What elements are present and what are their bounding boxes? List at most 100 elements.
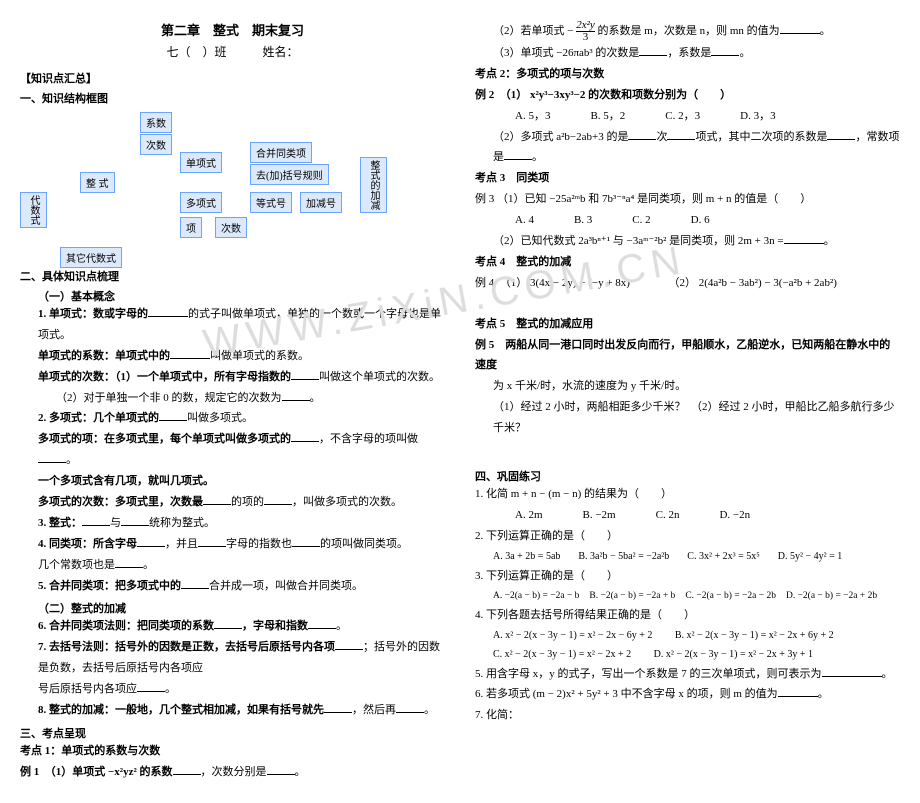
ex1b: ，次数分别是 <box>201 766 267 778</box>
fc-xishu: 系数 <box>140 112 172 133</box>
p2: 2. 多项式：几个单项式的叫做多项式。 <box>38 408 445 429</box>
p4c: 字母的指数也 <box>226 538 292 550</box>
ex22b: 次 <box>656 131 667 143</box>
q1A: A. 2m <box>515 505 543 526</box>
p13b: 叫做这个单项式的次数。 <box>319 371 440 383</box>
p8c: 。 <box>424 704 435 716</box>
p7ct: 。 <box>165 683 176 695</box>
p2gt: 多项式的次数：多项式里，次数最 <box>38 496 203 508</box>
p6b: ，字母和指数 <box>242 620 308 632</box>
q1-choices: A. 2m B. −2m C. 2n D. −2n <box>515 505 900 526</box>
kd5: 考点 5 整式的加减应用 <box>475 314 900 335</box>
ex2-choices: A. 5，3 B. 5，2 C. 2，3 D. 3，3 <box>515 106 900 127</box>
p1-2: 单项式的系数：单项式中的 叫做单项式的系数。 <box>38 346 445 367</box>
fc-daishu: 代数式 <box>20 192 47 228</box>
fc-cishu2: 次数 <box>215 217 247 238</box>
class-line: 七（ ）班 姓名： <box>20 43 445 60</box>
r2a: （3）单项式 −26πab³ 的次数是 <box>493 47 639 59</box>
p4et: 几个常数项也是 <box>38 559 115 571</box>
p2c: 多项式的项：在多项式里，每个单项式叫做多项式的，不含字母的项叫做。 <box>38 429 445 471</box>
q1B: B. −2m <box>583 505 616 526</box>
sec-summary: 【知识点汇总】 <box>20 70 445 86</box>
ex5-1: 例 5 两船从同一港口同时出发反向而行，甲船顺水，乙船逆水，已知两船在静水中的速… <box>475 335 900 377</box>
p7a: 7. 去括号法则：括号外的因数是正数，去括号后原括号内各项 <box>38 641 335 653</box>
ex2t: 例 2 （1） x²y³−3xy³−2 的次数和项数分别为（ ） <box>475 89 731 101</box>
ex32b: 。 <box>824 235 835 247</box>
q5b: 。 <box>882 668 893 680</box>
p8b: ，然后再 <box>352 704 396 716</box>
kd4: 考点 4 整式的加减 <box>475 252 900 273</box>
ex1a: 例 1 （1）单项式 −x²yz² 的系数 <box>20 766 173 778</box>
ex3C: C. 2 <box>632 210 650 231</box>
p2d: ，不含字母的项叫做 <box>319 433 418 445</box>
r1b: 的系数是 m，次数是 n，则 mn 的值为 <box>598 25 780 37</box>
p3a: 3. 整式： <box>38 517 82 529</box>
left-column: 第二章 整式 期末复习 七（ ）班 姓名： 【知识点汇总】 一、知识结构框图 系… <box>20 20 445 783</box>
ex22a: （2）多项式 a²b−2ab+3 的是 <box>493 131 628 143</box>
p5: 5. 合并同类项：把多项式中的合并成一项，叫做合并同类项。 <box>38 576 445 597</box>
ex2B: B. 5，2 <box>590 106 625 127</box>
p2f: 一个多项式含有几项，就叫几项式。 <box>38 471 445 492</box>
q3B: B. −2(a − b) = −2a + b <box>589 587 675 605</box>
h2-1: （一）基本概念 <box>38 288 445 304</box>
fc-xiang: 项 <box>180 217 202 238</box>
q1: 1. 化简 m + n − (m − n) 的结果为（ ） <box>475 484 900 505</box>
q4B: B. x² − 2(x − 3y − 1) = x² − 2x + 6y + 2 <box>675 630 834 641</box>
ex3: 例 3 （1）已知 −25a²ᵐb 和 7b³⁻ⁿa⁴ 是同类项，则 m + n… <box>475 189 900 210</box>
p2b: 叫做多项式。 <box>187 412 253 424</box>
ex3A: A. 4 <box>515 210 534 231</box>
fc-cishu1: 次数 <box>140 134 172 155</box>
p4b: ，并且 <box>165 538 198 550</box>
p13d: 。 <box>310 392 321 404</box>
q6b: 。 <box>818 688 829 700</box>
ex5-2: 为 x 千米/时，水流的速度为 y 千米/时。 <box>493 376 900 397</box>
h4: 四、巩固练习 <box>475 468 900 484</box>
p4e: 几个常数项也是。 <box>38 555 445 576</box>
p8a: 8. 整式的加减：一般地，几个整式相加减，如果有括号就先 <box>38 704 324 716</box>
ex3-2: （2）已知代数式 2a³bⁿ⁺¹ 与 −3aᵐ⁻²b² 是同类项，则 2m + … <box>493 231 900 252</box>
p12a: 单项式的系数：单项式中的 <box>38 350 170 362</box>
q1D: D. −2n <box>719 505 750 526</box>
fc-danxiang: 单项式 <box>180 152 222 173</box>
p13c: （2）对于单独一个非 0 的数，规定它的次数为 <box>56 392 282 404</box>
kd2: 考点 2：多项式的项与次数 <box>475 64 900 85</box>
p6c: 。 <box>336 620 347 632</box>
q4: 4. 下列各题去括号所得结果正确的是（ ） <box>475 605 900 626</box>
q5: 5. 用含字母 x，y 的式子，写出一个系数是 7 的三次单项式，则可表示为 。 <box>475 664 900 685</box>
q2: 2. 下列运算正确的是（ ） <box>475 526 900 547</box>
p1a: 1. 单项式：数或字母的 <box>38 308 148 320</box>
q3: 3. 下列运算正确的是（ ） <box>475 566 900 587</box>
p2i: ，叫做多项式的次数。 <box>292 496 402 508</box>
q2D: D. 5y² − 4y² = 1 <box>778 547 843 566</box>
ex2A: A. 5，3 <box>515 106 550 127</box>
q2-choices: A. 3a + 2b = 5ab B. 3a²b − 5ba² = −2a²b … <box>493 547 900 566</box>
p6a: 6. 合并同类项法则：把同类项的系数 <box>38 620 214 632</box>
ex3-choices: A. 4 B. 3 C. 2 D. 6 <box>515 210 900 231</box>
flowchart: 系数 次数 单项式 合并同类项 去(加)括号规则 整 式 整式的加减 多项式 等… <box>20 112 400 262</box>
p3b: 与 <box>110 517 121 529</box>
fc-hebing: 合并同类项 <box>250 142 312 163</box>
p2ct: 多项式的项：在多项式里，每个单项式叫做多项式的 <box>38 433 291 445</box>
p13a: 单项式的次数：（1）一个单项式中，所有字母指数的 <box>38 371 291 383</box>
p1: 1. 单项式：数或字母的的式子叫做单项式，单独的一个数或一个字母也是单项式。 <box>38 304 445 346</box>
r2c: 。 <box>739 47 750 59</box>
fc-zhengshi: 整 式 <box>80 172 115 193</box>
ex1c: 。 <box>295 766 306 778</box>
q2C: C. 3x² + 2x³ = 5x⁵ <box>687 547 759 566</box>
fc-duoxiang: 多项式 <box>180 192 222 213</box>
q6: 6. 若多项式 (m − 2)x² + 5y² + 3 中不含字母 x 的项，则… <box>475 684 900 705</box>
p1-3: 单项式的次数：（1）一个单项式中，所有字母指数的 叫做这个单项式的次数。 <box>38 367 445 388</box>
p12b: 叫做单项式的系数。 <box>210 350 309 362</box>
q5a: 5. 用含字母 x，y 的式子，写出一个系数是 7 的三次单项式，则可表示为 <box>475 668 822 680</box>
p6: 6. 合并同类项法则：把同类项的系数 ，字母和指数 。 <box>38 616 445 637</box>
q2A: A. 3a + 2b = 5ab <box>493 547 560 566</box>
fc-jjj: 整式的加减 <box>360 157 387 213</box>
ex4: 例 4 （1） 3(4x − 2y) − (−y + 8x) （2） 2(4a²… <box>475 273 900 294</box>
ex3D: D. 6 <box>691 210 710 231</box>
ex1: 例 1 （1）单项式 −x²yz² 的系数 ，次数分别是 。 <box>20 762 445 783</box>
q7: 7. 化简： <box>475 705 900 726</box>
p7: 7. 去括号法则：括号外的因数是正数，去括号后原括号内各项；括号外的因数是负数，… <box>38 637 445 679</box>
r1c: 。 <box>820 25 831 37</box>
right-column: （2）若单项式 − 2x²y 3 的系数是 m，次数是 n，则 mn 的值为。 … <box>475 20 900 783</box>
ex22c: 项式，其中二次项的系数是 <box>695 131 827 143</box>
